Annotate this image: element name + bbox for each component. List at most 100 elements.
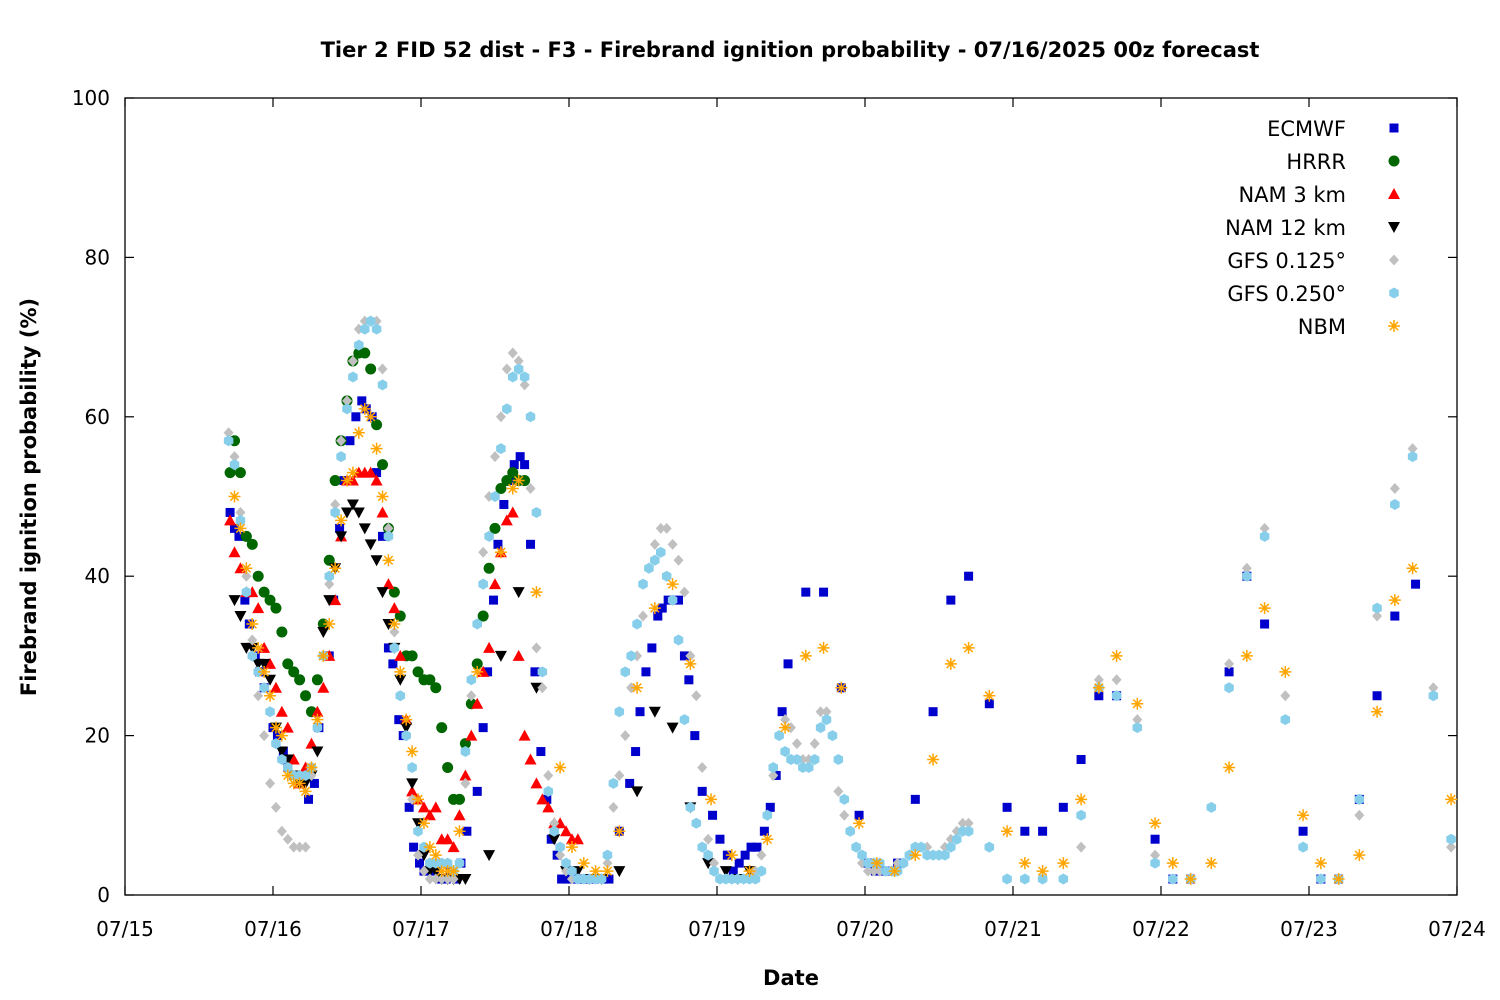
data-point bbox=[400, 722, 413, 734]
data-point bbox=[697, 841, 707, 853]
data-point bbox=[234, 531, 244, 541]
data-point bbox=[638, 578, 648, 590]
data-point bbox=[1428, 682, 1439, 694]
data-point bbox=[225, 507, 235, 517]
data-point bbox=[589, 865, 602, 878]
data-point bbox=[647, 643, 657, 653]
data-point bbox=[1279, 665, 1292, 678]
data-point bbox=[983, 689, 996, 702]
data-point bbox=[1372, 602, 1382, 614]
data-point bbox=[1132, 722, 1143, 734]
y-axis-label: Firebrand ignition probability (%) bbox=[17, 298, 41, 696]
data-point bbox=[536, 747, 546, 757]
data-point bbox=[478, 578, 488, 590]
data-point bbox=[448, 873, 459, 885]
data-point bbox=[531, 506, 542, 518]
data-point bbox=[1446, 841, 1457, 853]
data-point bbox=[1297, 809, 1310, 822]
x-tick-label: 07/18 bbox=[540, 917, 598, 941]
data-point bbox=[483, 850, 496, 862]
data-point bbox=[697, 786, 707, 796]
data-point bbox=[460, 777, 471, 789]
data-point bbox=[299, 785, 312, 798]
data-point bbox=[648, 706, 661, 718]
data-point bbox=[756, 865, 767, 877]
data-point bbox=[342, 403, 352, 415]
data-point bbox=[756, 849, 767, 861]
series-nbm bbox=[228, 402, 1458, 886]
data-point bbox=[499, 499, 509, 509]
data-point bbox=[656, 546, 666, 558]
data-point bbox=[779, 721, 792, 734]
data-point bbox=[685, 650, 696, 662]
data-point bbox=[620, 666, 630, 678]
data-point bbox=[543, 769, 554, 781]
data-point bbox=[312, 722, 323, 734]
data-point bbox=[265, 777, 276, 789]
data-point bbox=[1388, 594, 1401, 607]
data-point bbox=[644, 562, 654, 574]
data-point bbox=[1280, 690, 1291, 702]
data-point bbox=[241, 586, 252, 598]
data-point bbox=[335, 531, 348, 543]
data-point bbox=[1316, 873, 1326, 885]
data-point bbox=[1259, 522, 1270, 534]
data-point bbox=[305, 761, 318, 774]
data-point bbox=[666, 578, 679, 591]
data-point bbox=[436, 873, 447, 885]
data-point bbox=[401, 730, 411, 742]
data-point bbox=[360, 323, 370, 335]
legend-label: NAM 3 km bbox=[1238, 183, 1346, 207]
data-point bbox=[364, 410, 377, 423]
data-point bbox=[1353, 849, 1366, 862]
data-point bbox=[364, 466, 377, 478]
data-point bbox=[506, 506, 519, 518]
data-point bbox=[224, 514, 237, 526]
data-point bbox=[389, 642, 400, 654]
data-point bbox=[329, 594, 342, 606]
data-point bbox=[465, 729, 478, 741]
data-point bbox=[1240, 649, 1253, 662]
legend: ECMWF HRRR NAM 3 km NAM 12 km GFS 0.125° GFS … bbox=[1225, 117, 1400, 339]
data-point bbox=[641, 667, 651, 677]
data-point bbox=[1390, 498, 1400, 510]
data-point bbox=[471, 697, 484, 709]
data-point bbox=[613, 825, 626, 838]
data-point bbox=[777, 707, 787, 717]
y-tick-label: 0 bbox=[97, 883, 110, 907]
data-point bbox=[854, 810, 864, 820]
data-point bbox=[418, 865, 429, 877]
data-point bbox=[459, 874, 472, 886]
x-tick-label: 07/23 bbox=[1280, 917, 1338, 941]
x-tick-label: 07/19 bbox=[688, 917, 746, 941]
data-point bbox=[631, 786, 644, 798]
data-point bbox=[1332, 873, 1345, 886]
data-point bbox=[1223, 761, 1236, 774]
data-point bbox=[323, 595, 336, 607]
data-point bbox=[817, 641, 830, 654]
data-point bbox=[1150, 834, 1160, 844]
data-point bbox=[783, 659, 793, 669]
data-point bbox=[424, 873, 435, 885]
data-point bbox=[1076, 841, 1087, 853]
data-point bbox=[1224, 682, 1234, 694]
data-point bbox=[1258, 602, 1271, 615]
data-point bbox=[1111, 690, 1122, 702]
data-point bbox=[300, 769, 311, 781]
legend-marker bbox=[1388, 320, 1400, 332]
data-point bbox=[632, 618, 642, 630]
data-point bbox=[346, 466, 359, 479]
y-tick-label: 100 bbox=[72, 86, 110, 110]
data-point bbox=[1280, 714, 1291, 726]
x-tick-label: 07/22 bbox=[1132, 917, 1190, 941]
data-point bbox=[1075, 793, 1088, 806]
data-point bbox=[833, 754, 844, 766]
data-point bbox=[507, 467, 519, 479]
data-point bbox=[240, 562, 253, 575]
data-point bbox=[224, 467, 236, 479]
data-point bbox=[358, 402, 371, 415]
data-point bbox=[376, 490, 389, 503]
data-point bbox=[378, 531, 388, 541]
data-point bbox=[453, 793, 465, 805]
